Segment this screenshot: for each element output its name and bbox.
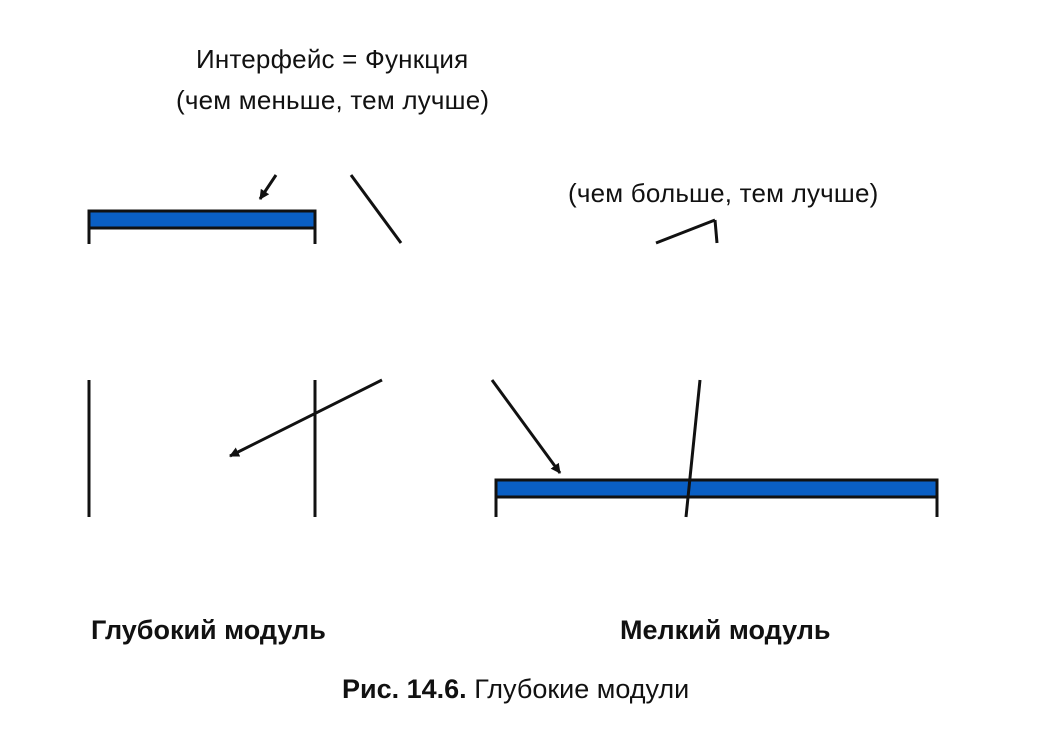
- interface-label-line-1: Интерфейс = Функция: [196, 44, 469, 74]
- function-arrow-to-deep: [229, 378, 383, 458]
- deep-module-label: Глубокий модуль: [91, 615, 326, 645]
- interface-label-line-2: (чем меньше, тем лучше): [176, 85, 490, 115]
- interface-arrow-to-shallow: [490, 379, 562, 474]
- shallow-module-interface-bar: [494, 478, 939, 499]
- function-annotation-label: (чем больше, тем лучше): [568, 178, 879, 208]
- function-line-right-upper: [713, 219, 719, 244]
- shallow-module-label: Мелкий модуль: [620, 615, 831, 645]
- function-line-to-shallow: [684, 379, 702, 518]
- figure-caption: Рис. 14.6. Глубокие модули: [342, 673, 689, 705]
- figure-title: Глубокие модули: [474, 674, 690, 704]
- interface-line-upper: [349, 174, 403, 244]
- deep-module-interface-bar: [87, 209, 317, 230]
- interface-arrow-to-deep: [258, 174, 278, 200]
- function-line-left-upper: [655, 218, 716, 245]
- figure-number: Рис. 14.6.: [342, 674, 467, 704]
